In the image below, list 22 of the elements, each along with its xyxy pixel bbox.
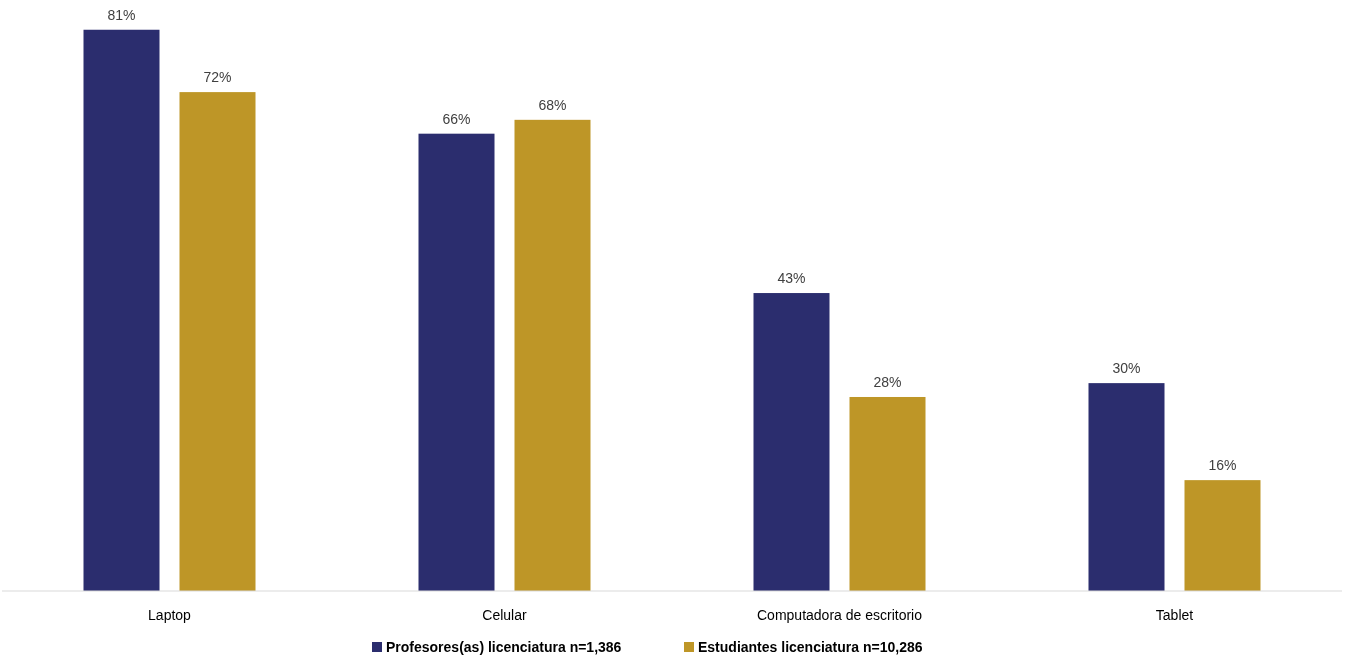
x-tick-label: Computadora de escritorio	[757, 607, 923, 623]
bar	[1088, 383, 1165, 591]
data-label: 81%	[107, 6, 136, 23]
legend-label: Estudiantes licenciatura n=10,286	[698, 639, 923, 655]
x-tick-label: Celular	[482, 607, 528, 623]
data-label: 43%	[777, 270, 806, 287]
data-label: 30%	[1112, 360, 1141, 377]
bar	[849, 396, 926, 591]
x-tick-label: Laptop	[148, 607, 192, 623]
x-tick-label: Tablet	[1155, 607, 1194, 623]
bar	[418, 133, 495, 591]
bar	[514, 119, 591, 591]
bar	[83, 29, 160, 591]
data-label: 72%	[203, 69, 232, 86]
bar	[179, 92, 256, 591]
legend-label: Profesores(as) licenciatura n=1,386	[386, 639, 622, 655]
data-label: 28%	[873, 373, 902, 390]
data-label: 16%	[1208, 457, 1237, 474]
data-label: 68%	[538, 96, 567, 113]
bar	[1184, 480, 1261, 591]
data-label: 66%	[442, 110, 471, 127]
bar	[753, 293, 830, 591]
